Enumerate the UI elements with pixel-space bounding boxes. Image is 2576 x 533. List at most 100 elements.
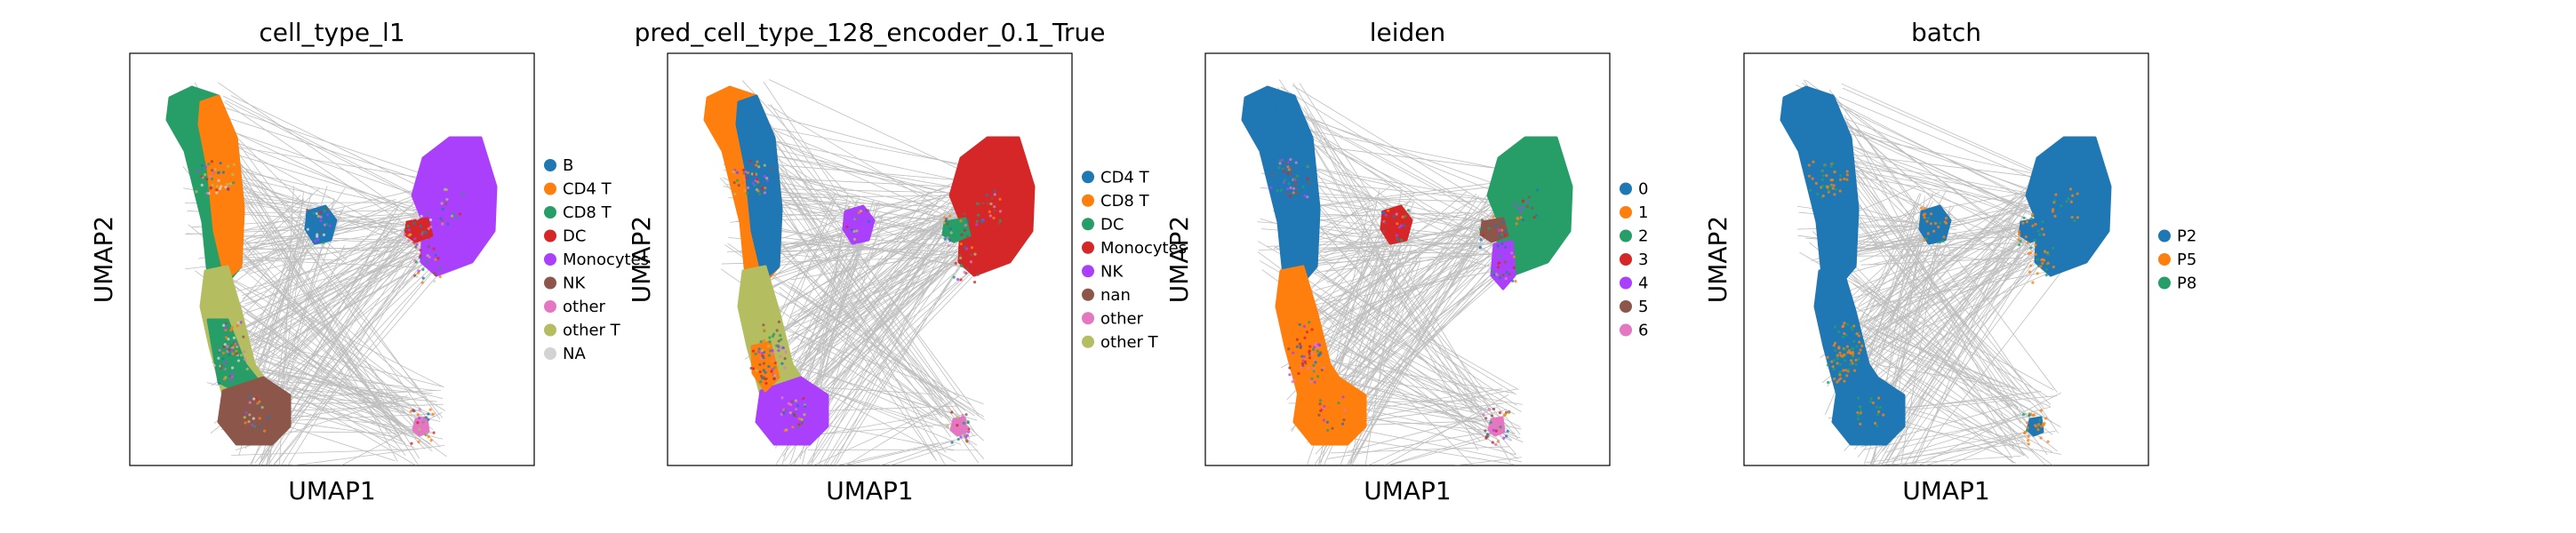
scatter-point <box>2017 233 2020 236</box>
graph-edge <box>1297 242 1505 264</box>
graph-edge <box>1863 246 1946 465</box>
scatter-point <box>2034 222 2037 227</box>
scatter-point <box>415 243 419 246</box>
scatter-point <box>2028 270 2032 274</box>
scatter-point <box>947 243 950 247</box>
scatter-point <box>1304 360 1308 364</box>
graph-edge <box>1815 90 2017 195</box>
scatter-point <box>1288 356 1292 360</box>
scatter-point <box>1295 338 1299 341</box>
graph-edge <box>1864 217 2040 312</box>
scatter-point <box>1293 182 1298 186</box>
scatter-point <box>1841 335 1845 339</box>
panel-title: batch <box>1911 18 1981 47</box>
scatter-point <box>997 221 1001 226</box>
graph-edge <box>764 243 957 376</box>
graph-edge <box>1820 229 2046 465</box>
scatter-point <box>772 360 776 363</box>
graph-edge <box>253 200 305 367</box>
scatter-point <box>1521 218 1524 222</box>
scatter-point <box>1308 180 1312 185</box>
scatter-point <box>1850 325 1853 330</box>
scatter-point <box>224 328 228 332</box>
scatter-point <box>736 171 740 174</box>
scatter-point <box>1305 330 1309 334</box>
scatter-point <box>760 178 764 181</box>
scatter-point <box>310 221 314 225</box>
scatter-point <box>227 187 230 191</box>
graph-edge <box>225 177 418 429</box>
scatter-point <box>248 395 252 399</box>
scatter-point <box>225 322 228 325</box>
scatter-point <box>252 397 256 401</box>
scatter-point <box>1479 238 1483 242</box>
scatter-point <box>314 239 317 243</box>
scatter-point <box>258 417 261 420</box>
scatter-point <box>762 355 765 360</box>
scatter-point <box>2039 436 2043 440</box>
scatter-point <box>1511 279 1515 282</box>
graph-edge <box>1337 249 1374 322</box>
graph-edge <box>806 225 943 359</box>
scatter-point <box>771 352 774 355</box>
scatter-point <box>434 273 437 277</box>
legend-marker-p8 <box>2158 276 2171 290</box>
scatter-point <box>956 416 959 419</box>
scatter-point <box>985 194 988 197</box>
scatter-point <box>1388 227 1392 231</box>
scatter-point <box>1484 417 1488 420</box>
scatter-point <box>803 404 807 409</box>
graph-edges <box>1257 79 1553 465</box>
legend-label-cd8-t: CD8 T <box>563 203 612 222</box>
scatter-point <box>753 183 756 187</box>
scatter-point <box>1318 402 1322 406</box>
graph-edge <box>1345 243 1511 441</box>
scatter-point <box>1508 272 1511 276</box>
graph-edge <box>756 142 975 437</box>
scatter-point <box>867 219 870 224</box>
scatter-point <box>2031 224 2035 227</box>
scatter-point <box>1807 163 1811 167</box>
scatter-point <box>1499 275 1502 280</box>
scatter-point <box>1301 185 1305 188</box>
scatter-point <box>964 413 968 417</box>
graph-edge <box>253 369 398 411</box>
scatter-point <box>1295 345 1299 348</box>
scatter-point <box>424 211 428 215</box>
scatter-point <box>770 370 773 373</box>
scatter-point <box>988 214 992 218</box>
graph-edge <box>207 119 401 212</box>
scatter-point <box>428 218 433 222</box>
scatter-point <box>419 254 422 258</box>
scatter-point <box>443 212 446 216</box>
scatter-point <box>768 340 772 344</box>
scatter-point <box>845 225 849 228</box>
scatter-point <box>1505 271 1508 274</box>
scatter-point <box>1478 245 1482 250</box>
graph-edge <box>1310 175 1504 417</box>
graph-edge <box>1314 258 1422 385</box>
scatter-point <box>737 183 740 187</box>
legend: P2 P5 P8 <box>2158 227 2196 293</box>
scatter-point <box>434 258 437 261</box>
panel-batch: batch UMAP1 UMAP2 P2 P5 P8 <box>1703 18 2196 505</box>
scatter-point <box>1831 187 1835 190</box>
scatter-point <box>1843 331 1846 336</box>
scatter-point <box>736 179 740 182</box>
scatter-point <box>266 416 270 419</box>
scatter-point <box>2034 243 2037 247</box>
graph-edge <box>816 405 959 412</box>
graph-edge <box>1851 193 1921 342</box>
scatter-point <box>970 253 973 257</box>
graph-edge <box>226 135 427 418</box>
scatter-point <box>1513 203 1516 206</box>
scatter-point <box>1820 178 1824 181</box>
scatter-point <box>780 396 784 400</box>
scatter-point <box>1838 351 1842 354</box>
scatter-point <box>967 427 971 431</box>
graph-edge <box>1332 247 1401 371</box>
graph-edge <box>1276 103 1529 206</box>
legend-marker-p2 <box>2158 229 2171 243</box>
graph-edge <box>1346 326 1516 415</box>
scatter-point <box>1837 378 1841 382</box>
